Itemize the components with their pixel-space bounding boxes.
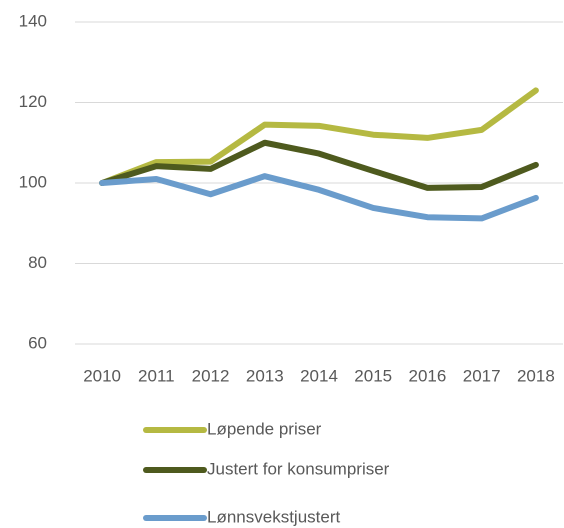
legend-label: Løpende priser: [207, 419, 322, 438]
y-tick-label: 100: [19, 172, 47, 191]
y-tick-label: 60: [28, 333, 47, 352]
legend-label: Lønnsvekstjustert: [207, 507, 340, 526]
series-line: [99, 139, 539, 191]
y-tick-label: 80: [28, 253, 47, 272]
x-tick-label: 2018: [517, 366, 555, 385]
x-tick-label: 2012: [192, 366, 230, 385]
x-tick-label: 2016: [409, 366, 447, 385]
series-line: [99, 87, 539, 186]
x-tick-label: 2011: [138, 366, 175, 385]
y-tick-label: 120: [19, 92, 47, 111]
y-tick-label: 140: [19, 11, 47, 30]
legend-label: Justert for konsumpriser: [207, 459, 390, 478]
x-tick-label: 2010: [83, 366, 121, 385]
x-tick-label: 2014: [300, 366, 338, 385]
x-tick-label: 2017: [463, 366, 501, 385]
series-line: [99, 173, 539, 222]
x-tick-label: 2013: [246, 366, 284, 385]
x-tick-label: 2015: [354, 366, 392, 385]
